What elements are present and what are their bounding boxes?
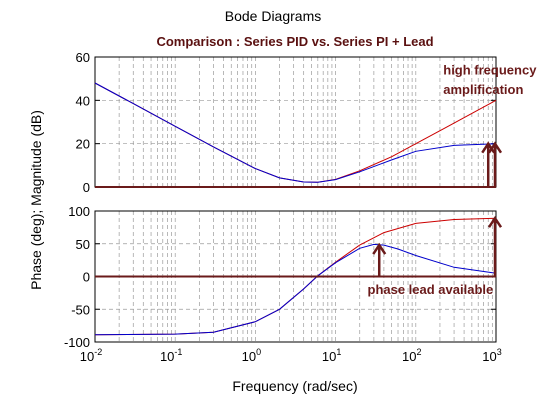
y-axis-label: Phase (deg); Magnitude (dB): [28, 110, 44, 290]
annotation-arrowhead: [487, 215, 503, 228]
magnitude-ytick-label: 60: [76, 50, 90, 65]
x-tick-label: 101: [322, 347, 341, 364]
x-tick-label: 100: [242, 347, 261, 364]
chart-title: Comparison : Series PID vs. Series PI + …: [156, 34, 433, 49]
phase-ytick-label: -100: [64, 335, 90, 350]
phase-panel: -100 -50 0 50 100 phase lead available: [64, 204, 503, 350]
x-tick-label: 102: [402, 347, 421, 364]
x-tick-label: 10-2: [80, 347, 102, 364]
x-axis-label: Frequency (rad/sec): [232, 378, 357, 394]
phase-series-2: [94, 243, 497, 336]
phase-ytick-label: -50: [71, 302, 90, 317]
annotation-label: high frequency: [443, 62, 537, 77]
magnitude-series-2: [94, 82, 497, 183]
annotation-label: phase lead available: [368, 282, 494, 297]
annotation-arrowhead: [372, 242, 387, 255]
magnitude-ytick-label: 0: [83, 180, 90, 195]
magnitude-panel: 0 20 40 60 high frequency amplification: [76, 50, 538, 195]
magnitude-ytick-label: 40: [76, 93, 90, 108]
magnitude-frame: [94, 56, 497, 188]
figure-title: Bode Diagrams: [225, 8, 322, 24]
magnitude-series-1: [94, 82, 497, 183]
x-tick-label: 103: [482, 347, 501, 364]
magnitude-ytick-label: 20: [76, 137, 90, 152]
phase-ytick-label: 100: [68, 204, 90, 219]
annotation-label: amplification: [443, 82, 523, 97]
phase-ytick-label: 0: [83, 270, 90, 285]
annotation-arrowhead: [487, 141, 503, 154]
x-tick-label: 10-1: [160, 347, 182, 364]
phase-ytick-label: 50: [76, 237, 90, 252]
